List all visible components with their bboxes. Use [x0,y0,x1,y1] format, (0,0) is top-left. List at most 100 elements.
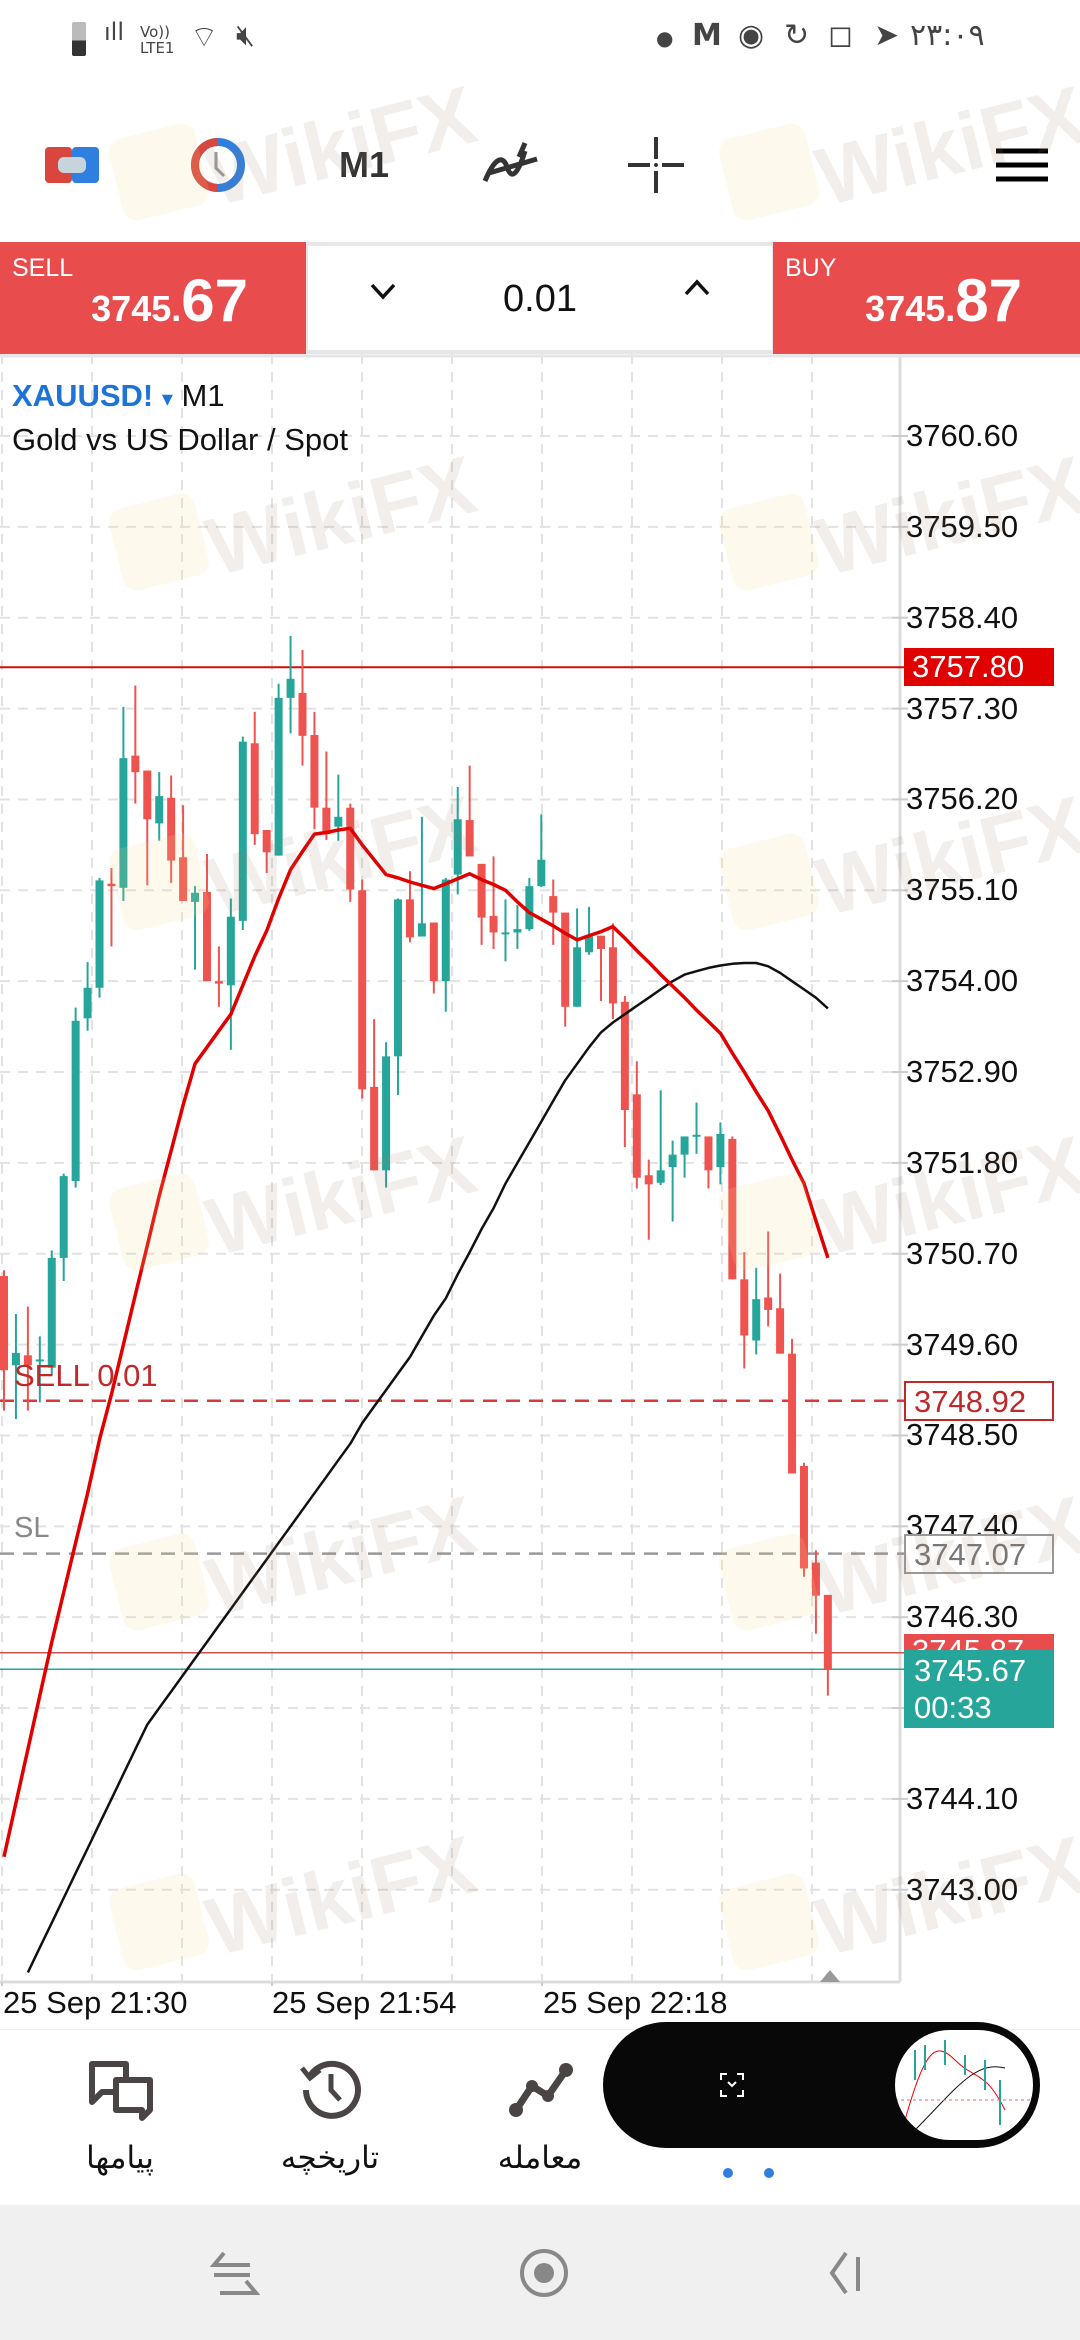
gmail-icon: M [692,18,722,53]
candle-body [250,743,259,835]
high-line-price-tag: 3757.80 [904,648,1054,686]
candle-body [11,1352,20,1366]
increase-lot-button[interactable] [682,272,712,307]
back-icon[interactable] [826,2247,866,2299]
nav-label: پیامها [86,2140,154,2176]
screen-capture-overlay[interactable] [603,2022,1040,2148]
sync-icon: ↻ [784,18,810,53]
candle-body [155,796,164,824]
candle-body [489,915,498,933]
home-icon[interactable] [518,2247,570,2299]
network-type: Vo)) LTE1 [140,23,175,57]
bid-price: 3745.67 [914,1653,1027,1688]
hamburger-icon [996,148,1048,182]
symbol-selector[interactable]: XAUUSD! ▾ M1 [12,378,225,414]
nav-messages[interactable]: پیامها [30,2030,210,2206]
candle-body [191,892,200,902]
thumbnail-chart-image [895,2040,1033,2131]
candle-body [811,1562,820,1596]
price-tick-label: 3755.10 [906,872,1019,908]
candle-body [298,692,307,736]
recent-apps-icon[interactable] [210,2247,260,2299]
candle-body [752,1299,761,1341]
chevron-up-icon [684,279,710,296]
candle-body [23,1355,32,1366]
price-tick-label: 3760.60 [906,418,1019,453]
candle-body [692,1134,701,1137]
lot-size-value[interactable]: 0.01 [503,278,577,320]
candle-body [561,912,570,1007]
candle-body [238,741,247,921]
nav-trade[interactable]: معامله [450,2030,630,2206]
clock-icon [191,138,245,192]
price-tick-label: 3746.30 [906,1599,1019,1635]
candle-body [334,816,343,827]
symbol-description: Gold vs US Dollar / Spot [12,422,348,457]
candle-body [274,697,283,856]
candle-body [0,1276,8,1371]
nav-history[interactable]: تاریخچه [240,2030,420,2206]
symbol-name: XAUUSD! [12,378,154,413]
buy-button[interactable]: BUY 3745.87 [773,242,1080,354]
candle-body [549,896,558,913]
chart-shift-marker [820,1970,840,1982]
time-label: 25 Sep 21:54 [272,1985,457,2020]
candle-body [656,1170,665,1183]
nav-label: معامله [497,2140,583,2176]
menu-button[interactable] [992,100,1052,230]
candle-body [453,819,462,875]
one-click-trading-panel: SELL 3745.67 0.01 BUY 3745.87 [0,242,1080,354]
price-tick-label: 3754.00 [906,963,1019,999]
battery-icon [72,22,86,56]
chart-type-button[interactable] [40,100,104,230]
crosshair-button[interactable] [624,100,688,230]
candle-body [585,936,594,953]
candle-body [716,1133,725,1168]
order-line-label[interactable]: SELL 0.01 [14,1358,158,1393]
dot-icon: ● [656,26,674,50]
chart-type-icon [45,147,99,183]
candle-body [179,857,188,902]
candle-body [202,891,211,982]
price-tick-label: 3757.30 [906,690,1019,726]
decrease-lot-button[interactable] [368,272,398,314]
chart-thumbnail[interactable] [895,2030,1033,2140]
candle-body [429,922,438,982]
order-price-tag: 3748.92 [904,1381,1054,1421]
candle-body [740,1279,749,1336]
stop-loss-price-tag: 3747.07 [904,1534,1054,1574]
candle-body [35,1359,44,1362]
indicators-button[interactable] [476,100,546,230]
symbol-dropdown-icon: ▾ [161,386,173,411]
candle-countdown: 00:33 [914,1690,992,1725]
price-chart[interactable] [0,354,1080,1986]
candle-body [680,1136,689,1155]
instagram-icon: ◻ [828,18,853,53]
candle-body [59,1176,68,1258]
candle-body [71,1020,80,1182]
price-tick-label: 3752.90 [906,1054,1019,1090]
sell-button[interactable]: SELL 3745.67 [0,242,306,354]
capture-icon [720,2073,744,2097]
candle-body [537,859,546,887]
timeframe-button[interactable]: M1 [338,144,389,185]
candle-body [776,1308,785,1354]
time-label: 25 Sep 21:30 [3,1985,188,2020]
stop-loss-label[interactable]: SL [14,1512,50,1544]
candle-body [226,916,235,986]
candle-body [513,929,522,933]
system-navigation-bar [0,2205,1080,2340]
sell-price-big: 67 [181,267,248,334]
candle-body [119,758,128,888]
wifi-icon: ⌔ [190,20,219,55]
candle-body [107,883,116,887]
buy-price-big: 87 [955,267,1022,334]
candle-body [632,1094,641,1178]
timeframe-clock-button[interactable] [186,100,250,230]
candle-body [608,947,617,1004]
candle-body [214,981,223,984]
buy-price-main: 3745. [865,288,956,329]
history-icon [300,2060,361,2119]
status-bar: ıll Vo)) LTE1 ⌔ 🔇︎ ● M ◉ ↻ ◻ ➤ ۲۳:۰۹ [0,0,1080,80]
candle-body [644,1175,653,1185]
